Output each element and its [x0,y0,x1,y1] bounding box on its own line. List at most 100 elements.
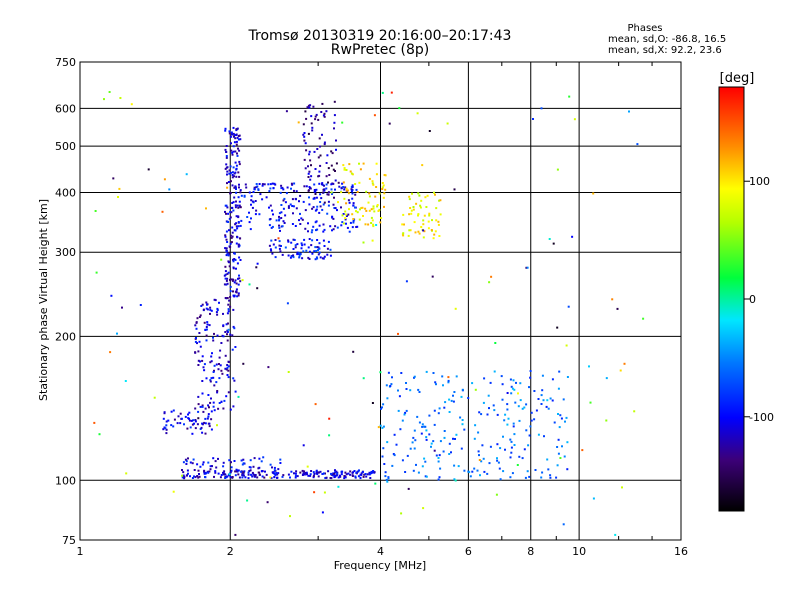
data-point [224,297,227,299]
data-point [218,301,220,304]
data-point [310,231,313,234]
data-point [480,460,483,463]
data-point [236,136,239,139]
data-point [338,185,341,188]
data-point [210,410,213,413]
data-point [524,476,527,479]
data-point [255,209,258,212]
data-point [198,332,201,334]
data-point [270,226,273,229]
data-point [216,309,219,312]
data-point [354,183,357,185]
data-point [431,275,434,278]
data-point [433,191,435,194]
data-point [119,97,122,99]
data-point [286,186,289,189]
data-point [130,103,133,106]
data-point [237,243,240,246]
colorbar-gradient [718,86,745,512]
data-point [235,133,238,136]
data-point [379,221,382,224]
data-point [370,208,373,211]
data-point [448,442,451,445]
data-point [198,473,200,475]
data-point [308,106,311,109]
data-point [512,425,515,428]
data-point [276,476,278,479]
data-point [291,183,294,186]
data-point [98,433,101,436]
data-point [379,371,382,374]
data-point [229,278,231,281]
data-point [402,234,405,237]
data-point [194,407,197,410]
data-point [204,329,207,331]
data-point [216,313,219,316]
data-point [534,469,537,471]
data-point [381,426,384,429]
data-point [206,417,209,420]
data-point [329,248,332,251]
data-point [268,244,271,247]
data-point [418,391,421,393]
data-point [397,332,399,335]
data-point [271,252,274,255]
data-point [212,339,215,342]
data-point [294,244,297,247]
data-point [227,369,230,372]
data-point [181,469,183,471]
data-point [226,339,229,342]
data-point [512,379,515,382]
data-point [336,209,338,212]
data-point [461,419,464,421]
data-point [93,421,96,424]
data-point [336,472,339,475]
data-point [371,239,374,242]
data-point [204,407,207,410]
data-point [447,376,450,379]
data-point [435,383,437,386]
data-point [319,193,322,196]
data-point [216,390,219,392]
data-point [256,287,259,290]
data-point [335,148,337,151]
data-point [202,308,205,311]
data-point [430,445,432,448]
data-point [210,377,213,380]
data-point [252,465,255,468]
data-point [309,104,312,107]
data-point [412,208,415,211]
data-point [205,339,208,342]
data-point [311,126,314,129]
data-point [237,147,239,150]
data-point [312,225,315,228]
data-point [235,143,238,146]
data-point [233,460,236,462]
data-point [224,210,226,213]
data-point [292,256,295,259]
data-point [280,217,283,219]
data-point [237,294,240,297]
data-point [228,169,231,172]
data-point [322,203,325,206]
data-point [409,447,412,450]
data-point [210,428,213,431]
data-point [294,225,297,227]
data-point [422,223,425,226]
data-point [362,377,365,380]
data-point [411,192,413,195]
data-point [432,372,435,374]
data-point [351,185,354,188]
data-point [322,230,325,233]
data-point [291,205,294,207]
colorbar-tick-label: 100 [749,175,770,188]
data-point [322,114,325,117]
data-point [205,207,207,210]
data-point [317,471,320,474]
data-point [242,474,245,477]
data-point [334,179,337,182]
data-point [467,397,470,399]
data-point [556,464,559,467]
data-point [205,307,208,310]
data-point [232,166,235,169]
